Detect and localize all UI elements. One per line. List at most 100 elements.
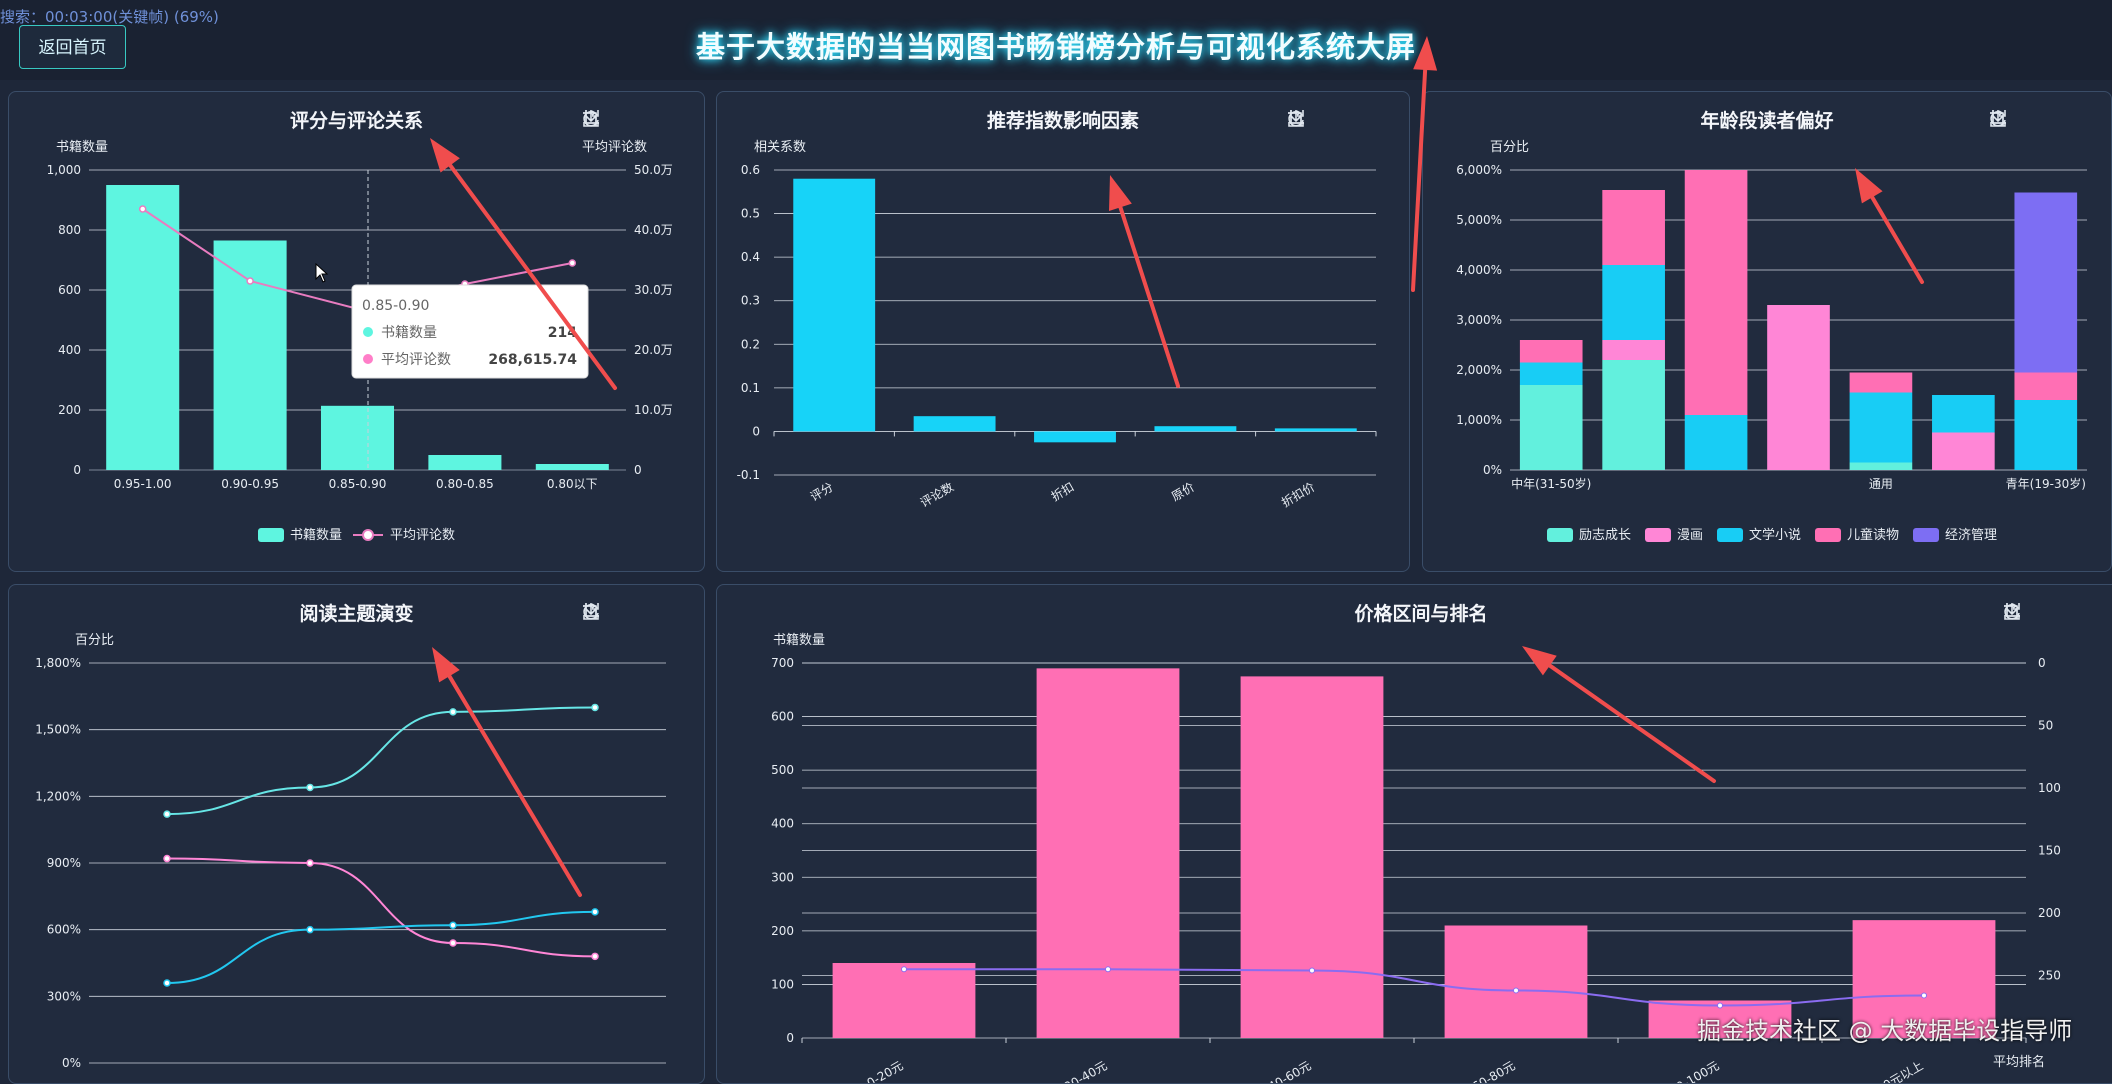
restore-icon[interactable] [583, 108, 659, 128]
y-tick-label: 0 [786, 1031, 794, 1045]
bar [1444, 925, 1588, 1038]
legend-label: 漫画 [1677, 528, 1703, 543]
top-bar [0, 0, 2112, 80]
bar [106, 185, 180, 470]
legend-swatch [1913, 528, 1939, 542]
bar [1034, 431, 1116, 443]
x-tick-label: 青年(19-30岁) [2006, 476, 2086, 491]
y-tick-label: 800 [58, 223, 81, 237]
download-icon[interactable] [583, 108, 688, 128]
bar-segment [2014, 400, 2078, 470]
right-axis-unit: 平均排名 [1993, 1055, 2046, 1070]
legend-swatch [362, 529, 374, 541]
y-tick-label: 4,000% [1456, 263, 1502, 277]
y-tick-label: 200 [58, 403, 81, 417]
line-point [591, 952, 599, 961]
back-home-button[interactable]: 返回首页 [19, 25, 126, 69]
bar-segment [1684, 170, 1748, 415]
panel-title: 阅读主题演变 [299, 603, 414, 625]
y2-tick-label: 50 [2038, 719, 2053, 733]
y-tick-label: 1,000% [1456, 413, 1502, 427]
restore-icon[interactable] [1288, 108, 1364, 128]
x-tick-label: 0.85-0.90 [329, 477, 387, 491]
y-tick-label: 0.2 [741, 337, 760, 351]
zoom-reset-icon[interactable] [583, 601, 630, 621]
chart-canvas: 0% 300% 600% 900% 1,200% 1,500% 1,800% [35, 656, 666, 1070]
y-tick-label: 500 [771, 763, 794, 777]
line-point [1309, 967, 1315, 974]
line-point [163, 854, 171, 863]
x-tick-label: 40-60元 [1266, 1058, 1314, 1084]
bar [832, 963, 976, 1038]
bar-segment [1849, 462, 1913, 470]
restore-icon[interactable] [2004, 601, 2080, 621]
legend-swatch [1717, 528, 1743, 542]
legend-label: 励志成长 [1579, 528, 1631, 543]
right-axis-unit: 平均评论数 [582, 140, 648, 155]
watermark: 掘金技术社区 @ 大数据毕设指导师 [1697, 1017, 2073, 1045]
y-tick-label: 700 [771, 656, 794, 670]
bar-segment [1767, 305, 1830, 470]
zoom-reset-icon[interactable] [1990, 108, 2037, 128]
y-tick-label: 400 [771, 817, 794, 831]
panel-theme-evolution: 0% 300% 600% 900% 1,200% 1,500% 1,800% 阅读主题演变 … [8, 584, 705, 1084]
y2-tick-label: 100 [2038, 781, 2061, 795]
x-tick-label: 中年(31-50岁) [1511, 476, 1591, 491]
y2-tick-label: 200 [2038, 906, 2061, 920]
y-tick-label: 300% [47, 989, 81, 1003]
zoom-reset-icon[interactable] [2004, 601, 2051, 621]
download-icon[interactable] [2004, 601, 2109, 621]
line-point [306, 783, 314, 792]
y-tick-label: 5,000% [1456, 213, 1502, 227]
chart-toolbox [1988, 108, 2095, 128]
panel-title: 推荐指数影响因素 [986, 110, 1139, 132]
y-tick-label: 400 [58, 343, 81, 357]
bar-segment [1602, 190, 1665, 265]
zoom-reset-icon[interactable] [1288, 108, 1335, 128]
bar [793, 178, 876, 432]
chart-toolbox [2002, 601, 2109, 621]
x-tick-label: 0.80-0.85 [436, 477, 494, 491]
x-tick-label: 0.95-1.00 [114, 477, 172, 491]
bar [535, 464, 609, 470]
panel-recommend-factors: -0.1 0 0.1 0.2 0.3 0.4 0.5 0.6 评分 评论数 折扣 原价 折扣价 推荐指数… [716, 91, 1410, 572]
y-tick-label: 900% [47, 856, 81, 870]
y-tick-label: 1,200% [35, 789, 81, 803]
tooltip-marker [363, 354, 373, 364]
chart-toolbox [1286, 108, 1393, 128]
line-point [449, 921, 457, 929]
legend-swatch [1645, 528, 1671, 542]
y2-tick-label: 0 [634, 463, 642, 477]
download-icon[interactable] [1288, 108, 1393, 128]
legend-swatch [258, 528, 284, 542]
zoom-reset-icon[interactable] [583, 108, 630, 128]
tooltip-header: 0.85-0.90 [362, 298, 429, 314]
panel-title: 年龄段读者偏好 [1700, 110, 1834, 132]
bar [1154, 426, 1237, 432]
bar-segment [1932, 432, 1995, 470]
bar-segment [1602, 265, 1665, 340]
line-point [246, 277, 254, 285]
y-tick-label: 0.1 [741, 381, 760, 395]
restore-icon[interactable] [1990, 108, 2066, 128]
bar-segment [1602, 360, 1665, 470]
page-title: 基于大数据的当当网图书畅销榜分析与可视化系统大屏 [695, 30, 1416, 64]
restore-icon[interactable] [583, 601, 659, 621]
x-tick-label: 评论数 [917, 479, 956, 510]
line-point [901, 966, 907, 973]
download-icon[interactable] [1990, 108, 2095, 128]
x-tick-label: 60-80元 [1470, 1058, 1518, 1084]
line-point [591, 703, 599, 712]
tooltip-label: 书籍数量 [381, 324, 437, 341]
chart-toolbox [581, 601, 688, 621]
left-axis-unit: 相关系数 [754, 140, 807, 155]
download-icon[interactable] [583, 601, 688, 621]
bar [428, 455, 502, 470]
line-point [591, 908, 599, 916]
y-tick-label: 2,000% [1456, 363, 1502, 377]
x-tick-label: 80-100元 [1667, 1058, 1721, 1084]
y2-tick-label: 250 [2038, 969, 2061, 983]
line-point [1717, 1002, 1723, 1009]
bar-segment [1684, 415, 1748, 470]
line-point [163, 810, 171, 818]
